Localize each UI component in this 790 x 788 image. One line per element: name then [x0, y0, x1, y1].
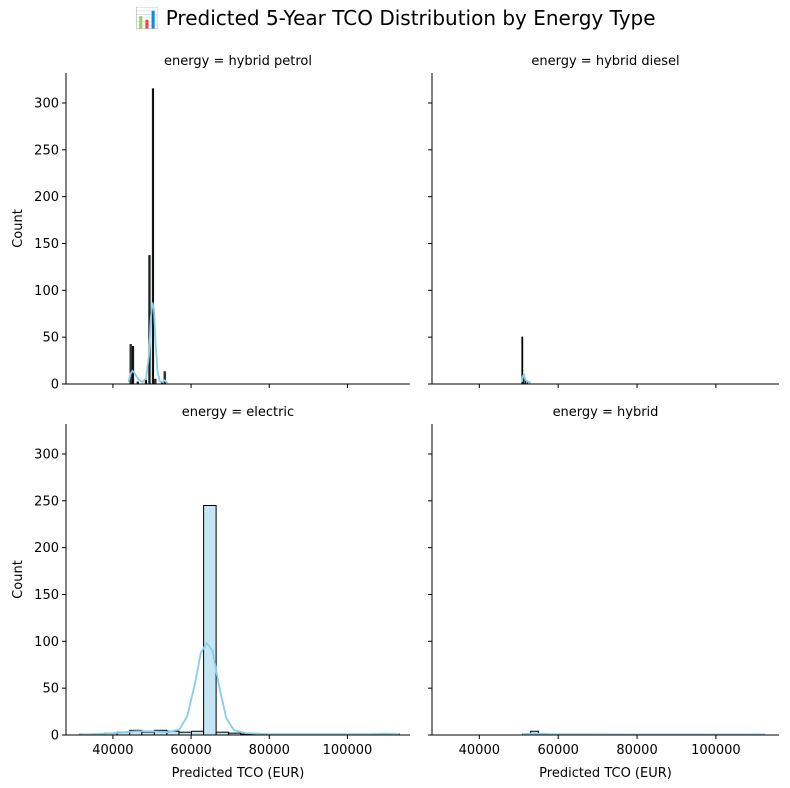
- x-axis-label: Predicted TCO (EUR): [172, 766, 305, 781]
- x-axis-label: Predicted TCO (EUR): [539, 766, 672, 781]
- y-tick-label: 50: [42, 331, 59, 346]
- x-tick-label: 60000: [538, 743, 579, 758]
- y-tick-label: 0: [51, 378, 59, 393]
- kde-line: [80, 641, 400, 736]
- histogram-bar: [203, 504, 217, 736]
- histogram-bar: [154, 378, 157, 385]
- histogram-bar: [131, 346, 135, 385]
- panel-title: energy = electric: [182, 405, 294, 420]
- panel-title: energy = hybrid petrol: [164, 54, 312, 69]
- y-tick-label: 250: [34, 494, 59, 509]
- chart-title: 📊 Predicted 5-Year TCO Distribution by E…: [134, 6, 656, 30]
- y-tick-label: 100: [34, 284, 59, 299]
- x-tick-label: 100000: [691, 743, 741, 758]
- y-tick-label: 100: [34, 635, 59, 650]
- y-tick-label: 250: [34, 143, 59, 158]
- histogram-bar: [190, 730, 205, 736]
- y-tick-label: 200: [34, 541, 59, 556]
- kde-line: [521, 372, 532, 384]
- histogram-bar: [163, 371, 166, 385]
- y-tick-label: 200: [34, 190, 59, 205]
- y-tick-label: 300: [34, 447, 59, 462]
- y-axis-label: Count: [11, 209, 26, 248]
- y-tick-label: 150: [34, 588, 59, 603]
- kde-line: [127, 302, 169, 384]
- kde-line: [522, 732, 766, 736]
- x-tick-label: 80000: [249, 743, 290, 758]
- x-tick-label: 40000: [459, 743, 500, 758]
- y-tick-label: 150: [34, 237, 59, 252]
- y-tick-label: 50: [42, 682, 59, 697]
- histogram-bar: [151, 88, 155, 385]
- panel-title: energy = hybrid diesel: [531, 54, 679, 69]
- y-tick-label: 0: [51, 729, 59, 744]
- x-tick-label: 80000: [616, 743, 657, 758]
- x-tick-label: 40000: [92, 743, 133, 758]
- y-axis-label: Count: [11, 560, 26, 599]
- y-tick-label: 300: [34, 96, 59, 111]
- histogram-bar: [144, 379, 148, 385]
- x-tick-label: 100000: [323, 743, 373, 758]
- x-tick-label: 60000: [170, 743, 211, 758]
- panel-title: energy = hybrid: [553, 405, 659, 420]
